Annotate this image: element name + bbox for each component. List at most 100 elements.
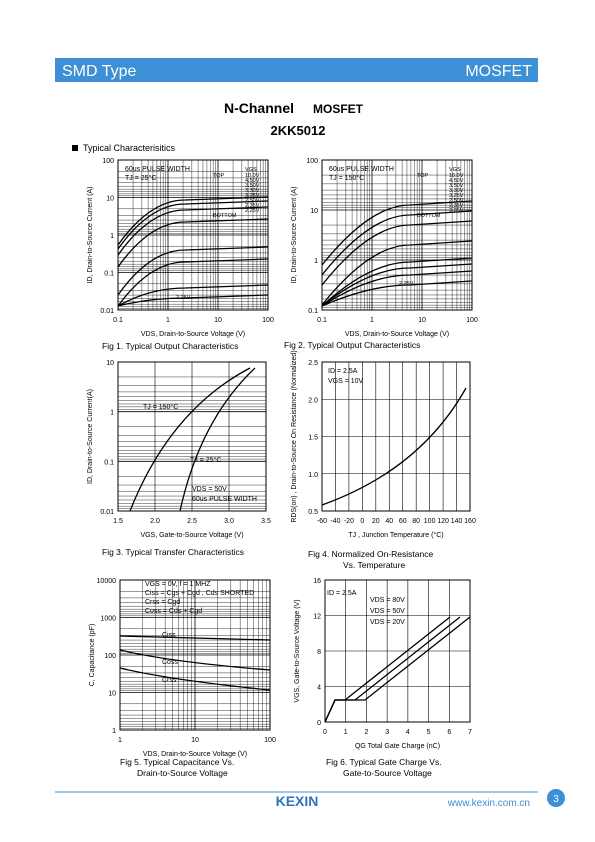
y-tick-label: 1000 bbox=[100, 616, 116, 623]
annotation: BOTTOM bbox=[213, 213, 237, 219]
annotation: 2.35V bbox=[449, 203, 464, 209]
x-tick-label: 100 bbox=[424, 518, 436, 525]
curve bbox=[324, 616, 451, 723]
x-tick-label: 7 bbox=[468, 729, 472, 736]
page-badge bbox=[547, 789, 565, 807]
title-sub: MOSFET bbox=[313, 102, 364, 116]
y-tick-label: 2.0 bbox=[308, 397, 318, 404]
y-tick-label: 16 bbox=[313, 578, 321, 585]
x-axis-label: VDS, Drain-to-Source Voltage (V) bbox=[143, 751, 247, 758]
annotation: 2.25V bbox=[399, 281, 414, 287]
y-axis-label: RDS(on) , Drain-to-Source On Resistance … bbox=[291, 350, 298, 522]
x-tick-label: 4 bbox=[406, 729, 410, 736]
y-tick-label: 1 bbox=[110, 233, 114, 240]
y-axis-label: VGS, Gate-to-Source Voltage (V) bbox=[294, 599, 301, 702]
x-tick-label: 1 bbox=[118, 737, 122, 744]
curve bbox=[117, 206, 269, 256]
curve bbox=[321, 257, 473, 307]
annotation: 4.50V bbox=[245, 178, 260, 184]
figure-caption: Drain-to-Source Voltage bbox=[137, 768, 228, 778]
x-tick-label: 60 bbox=[399, 518, 407, 525]
annotation: 3.50V bbox=[449, 183, 464, 189]
figure-caption: Fig 1. Typical Output Characteristics bbox=[102, 341, 238, 351]
annotation: 3.30V bbox=[245, 188, 260, 194]
x-tick-label: 120 bbox=[437, 518, 449, 525]
title: N-Channel bbox=[224, 100, 294, 116]
annotation: TOP bbox=[213, 173, 225, 179]
annotation: TJ = 25°C bbox=[125, 174, 156, 182]
annotation: BOTTOM bbox=[417, 213, 441, 219]
annotation: TJ = 150°C bbox=[329, 174, 364, 182]
x-tick-label: 0.1 bbox=[113, 317, 123, 324]
x-tick-label: 10 bbox=[191, 737, 199, 744]
x-tick-label: 40 bbox=[385, 518, 393, 525]
annotation: VDS = 50V bbox=[192, 486, 227, 493]
annotation: 3.50V bbox=[245, 183, 260, 189]
y-tick-label: 0.1 bbox=[104, 271, 114, 278]
x-tick-label: -60 bbox=[317, 518, 327, 525]
y-tick-label: 1 bbox=[112, 728, 116, 735]
annotation: Ciss bbox=[162, 632, 176, 639]
curve bbox=[129, 367, 251, 512]
curve bbox=[117, 196, 269, 246]
x-tick-label: 3.0 bbox=[224, 518, 234, 525]
annotation: ID = 2.5A bbox=[328, 368, 358, 375]
x-tick-label: 0 bbox=[360, 518, 364, 525]
x-tick-label: 1 bbox=[166, 317, 170, 324]
y-axis-label: C, Capacitance (pF) bbox=[89, 624, 96, 687]
annotation: 60us PULSE WIDTH bbox=[329, 166, 394, 173]
annotation: Coss = Cds + Cgd bbox=[145, 608, 202, 615]
x-axis-label: QG Total Gate Charge (nC) bbox=[355, 743, 440, 750]
curve bbox=[321, 270, 473, 307]
x-tick-label: -40 bbox=[330, 518, 340, 525]
annotation: 3.25V bbox=[449, 193, 464, 199]
y-axis-label: ID, Drain-to-Source Current (A) bbox=[291, 187, 298, 284]
annotation: 4.50V bbox=[449, 178, 464, 184]
y-tick-label: 10 bbox=[106, 360, 114, 367]
annotation: TJ = 150°C bbox=[143, 403, 178, 411]
y-tick-label: 1 bbox=[110, 410, 114, 417]
x-tick-label: 20 bbox=[372, 518, 380, 525]
curve bbox=[321, 220, 473, 286]
x-tick-label: 100 bbox=[466, 317, 478, 324]
x-tick-label: 1.5 bbox=[113, 518, 123, 525]
figure-caption: Fig 6. Typical Gate Charge Vs. bbox=[326, 757, 442, 767]
x-tick-label: 1 bbox=[370, 317, 374, 324]
x-tick-label: 10 bbox=[418, 317, 426, 324]
annotation: TOP bbox=[417, 173, 429, 179]
x-axis-label: VDS, Drain-to-Source Voltage (V) bbox=[345, 331, 449, 338]
annotation: Coss bbox=[162, 659, 178, 666]
y-tick-label: 100 bbox=[102, 158, 114, 165]
x-axis-label: VDS, Drain-to-Source Voltage (V) bbox=[141, 331, 245, 338]
figure-caption: Fig 2. Typical Output Characteristics bbox=[284, 340, 420, 350]
x-tick-label: 10 bbox=[214, 317, 222, 324]
curve bbox=[119, 649, 271, 671]
x-tick-label: 5 bbox=[427, 729, 431, 736]
annotation: 2.25V bbox=[176, 295, 191, 301]
x-axis-label: TJ , Junction Temperature (°C) bbox=[348, 531, 443, 539]
footer-url: www.kexin.com.cn bbox=[447, 798, 530, 809]
curve bbox=[117, 284, 269, 307]
x-tick-label: 3.5 bbox=[261, 518, 271, 525]
y-tick-label: 1.0 bbox=[308, 472, 318, 479]
annotation: 2.50V bbox=[245, 198, 260, 204]
annotation: 60us PULSE WIDTH bbox=[125, 166, 190, 173]
curve bbox=[117, 258, 269, 307]
y-tick-label: 0.01 bbox=[100, 509, 114, 516]
x-tick-label: 2.0 bbox=[150, 518, 160, 525]
annotation: 2.25V bbox=[449, 208, 464, 214]
curve bbox=[321, 387, 467, 506]
curve bbox=[119, 635, 271, 641]
annotation: TJ = 25°C bbox=[190, 456, 221, 464]
y-tick-label: 0.1 bbox=[104, 459, 114, 466]
annotation: 10.0V bbox=[245, 173, 260, 179]
annotation: VGS bbox=[245, 167, 257, 173]
y-tick-label: 1 bbox=[314, 258, 318, 265]
curve bbox=[324, 616, 461, 723]
curve bbox=[117, 294, 269, 307]
x-tick-label: 100 bbox=[262, 317, 274, 324]
curve bbox=[321, 263, 473, 307]
x-tick-label: 100 bbox=[264, 737, 276, 744]
annotation: VDS = 80V bbox=[370, 597, 405, 604]
